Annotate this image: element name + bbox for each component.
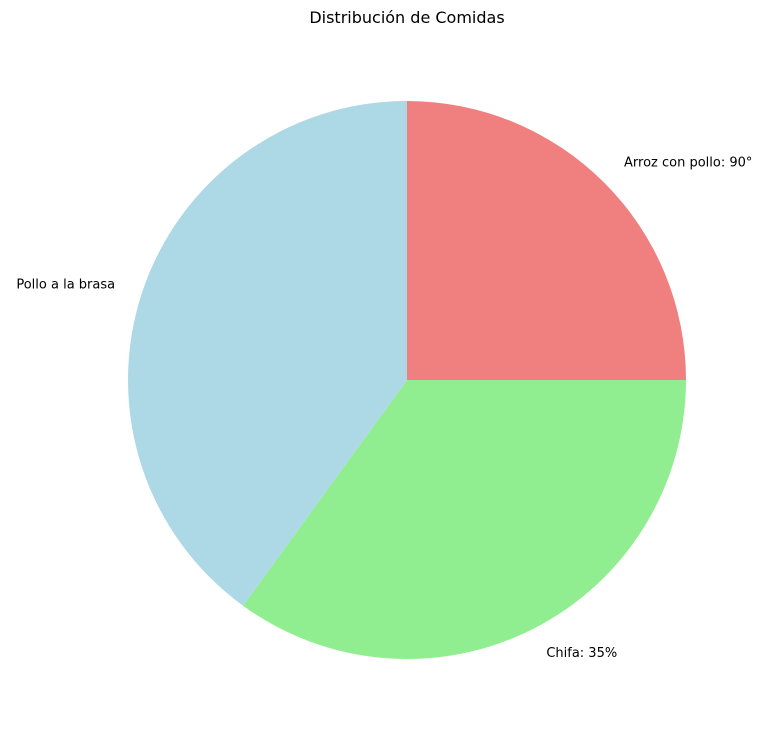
pie-labels: Arroz con pollo: 90° Chifa: 35% Pollo a la… (16, 155, 752, 660)
pie-slice-2 (127, 101, 407, 606)
pie-slice-label-0: Arroz con pollo: 90° (624, 155, 752, 170)
chart-title: Distribución de Comidas (309, 8, 504, 27)
pie-slice-0 (407, 101, 686, 380)
pie-slices (127, 101, 686, 659)
pie-slice-1 (243, 380, 686, 659)
pie-slice-label-2: Pollo a la brasa (16, 278, 115, 293)
pie-slice-label-1: Chifa: 35% (546, 646, 617, 661)
